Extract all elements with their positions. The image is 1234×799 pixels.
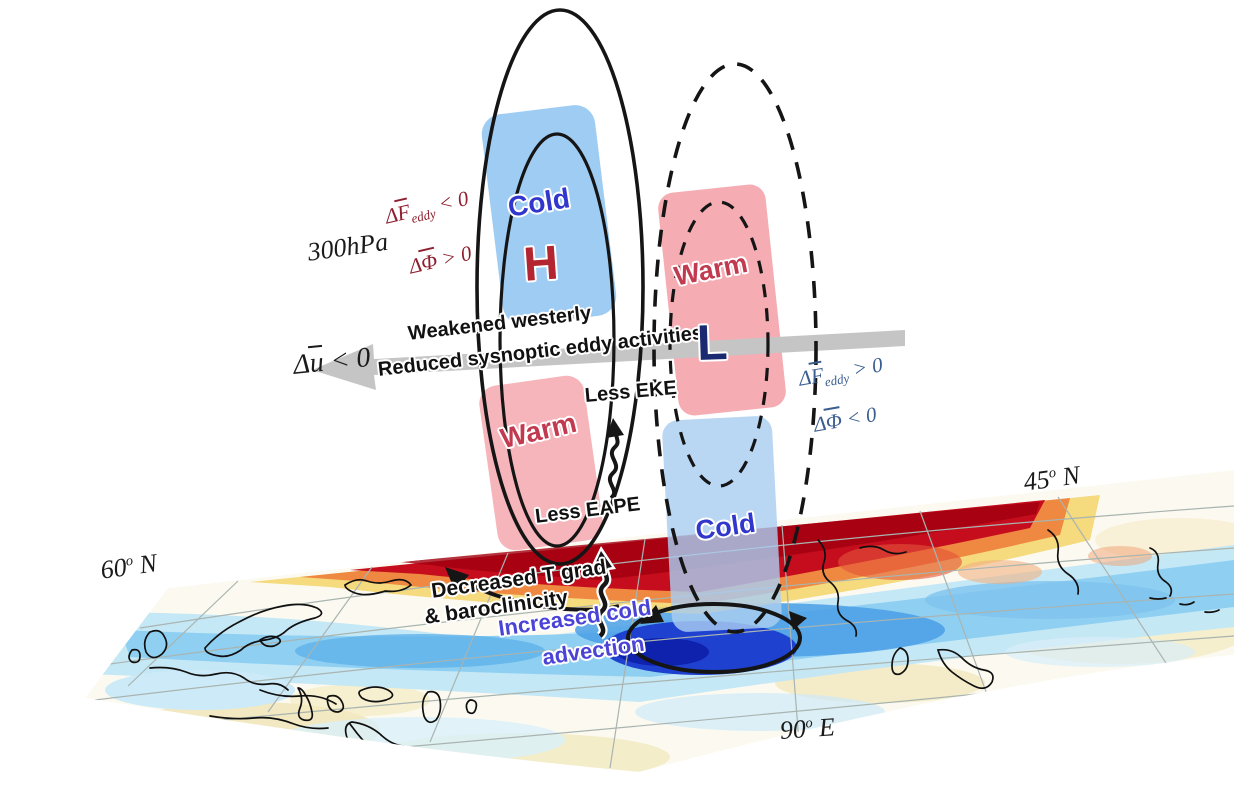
ridge-trough-contours xyxy=(475,8,818,634)
lon-value: 90 xyxy=(778,714,807,745)
lat-direction: N xyxy=(1060,460,1082,492)
westerly-arrow-icon xyxy=(312,330,905,390)
wavy-arrow-up-icon xyxy=(606,418,624,500)
degree-symbol: o xyxy=(1047,464,1057,482)
lon-direction: E xyxy=(817,712,836,743)
trough-outer-contour-dashed xyxy=(652,62,818,634)
graticule xyxy=(94,496,1234,769)
high-pressure-letter: H xyxy=(521,236,561,292)
degree-symbol: o xyxy=(804,715,814,732)
lat-value: 60 xyxy=(98,552,129,585)
comparison: > 0 xyxy=(845,352,885,383)
upper-cold-high-box xyxy=(481,105,617,325)
trough-inner-contour-dashed xyxy=(668,200,770,488)
lat-value: 45 xyxy=(1021,464,1052,497)
longitude-90e-label: 90o E xyxy=(778,712,836,745)
comparison: < 0 xyxy=(322,341,372,378)
lat-direction: N xyxy=(137,548,159,580)
anomaly-map xyxy=(85,470,1234,772)
ridge-outer-contour xyxy=(475,8,645,566)
cyclonic-circulation-icon xyxy=(626,602,807,674)
wavy-arrow-up-icon xyxy=(588,546,616,640)
lower-cold-column xyxy=(662,416,782,632)
low-pressure-letter: L xyxy=(695,313,729,371)
ridge-inner-contour xyxy=(498,132,616,548)
degree-symbol: o xyxy=(124,552,134,570)
